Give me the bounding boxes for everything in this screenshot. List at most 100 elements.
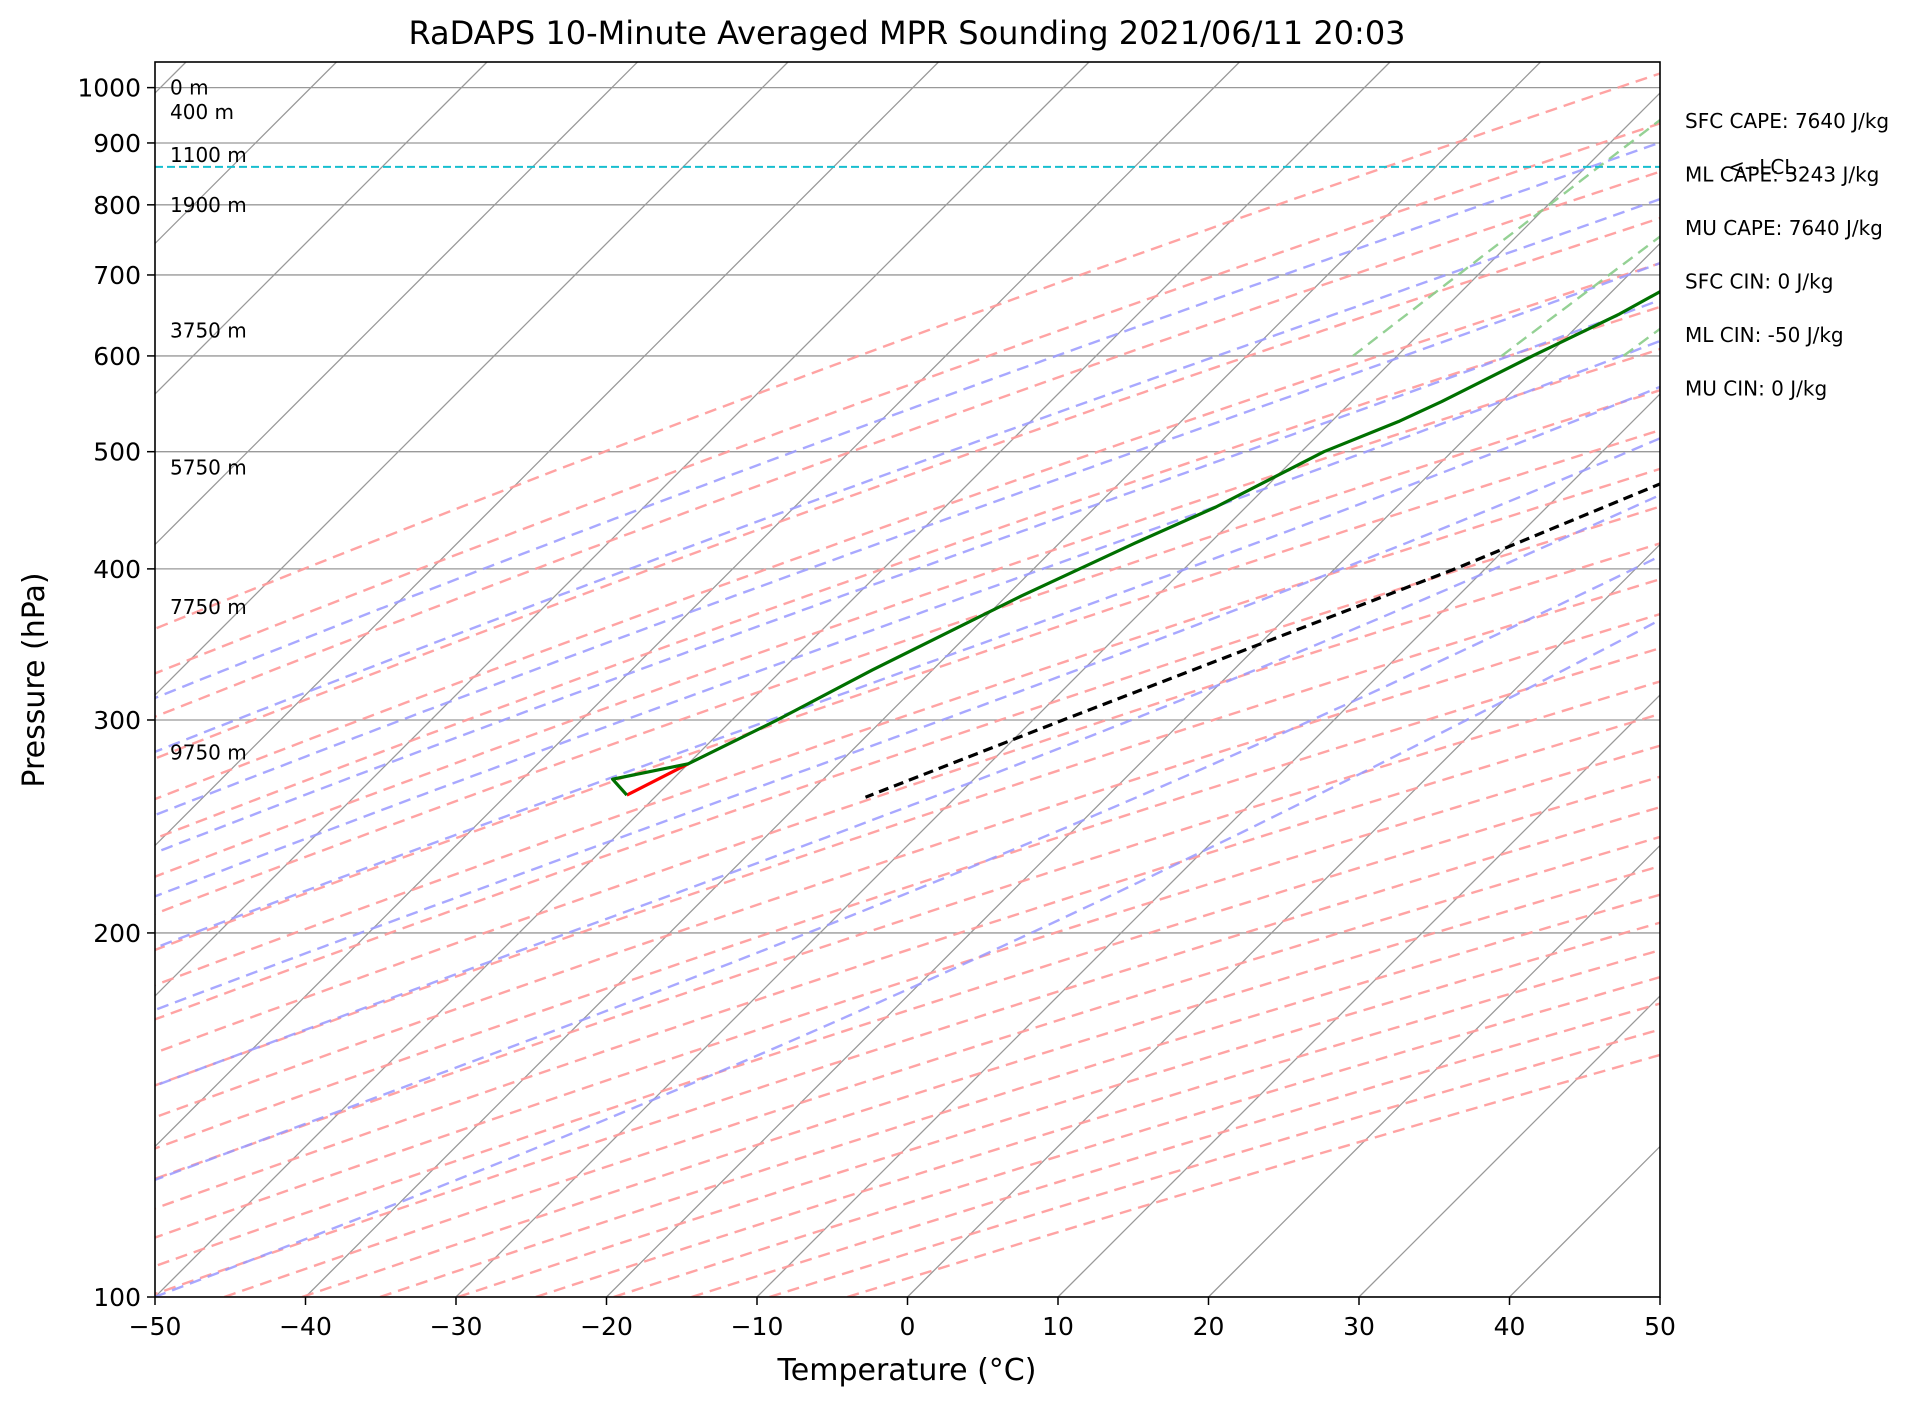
index-text: MU CIN: 0 J/kg <box>1685 377 1827 401</box>
mixing-ratio-line <box>1622 327 1660 357</box>
dry-adiabat-line <box>155 505 1660 1021</box>
y-tick-label: 300 <box>93 706 141 735</box>
x-tick-label: −20 <box>580 1312 633 1341</box>
mixing-ratio-line <box>1799 62 1925 356</box>
lcl-label: <--LCL <box>1728 155 1796 179</box>
moist-adiabat-line <box>155 554 1660 1182</box>
dry-adiabat-line <box>155 542 1660 1055</box>
x-tick-label: −50 <box>129 1312 182 1341</box>
y-tick-label: 700 <box>93 261 141 290</box>
index-text: MU CAPE: 7640 J/kg <box>1685 216 1883 240</box>
dry-adiabat-line <box>155 680 1660 1181</box>
x-tick-label: 0 <box>900 1312 916 1341</box>
x-tick-label: 10 <box>1042 1312 1074 1341</box>
height-label: 400 m <box>170 100 234 124</box>
dry-adiabat-line <box>155 305 1660 840</box>
isotherm-line <box>155 62 1391 1297</box>
index-text: SFC CAPE: 7640 J/kg <box>1685 109 1889 133</box>
dry-adiabat-line <box>155 612 1660 1119</box>
isotherm-line <box>155 62 638 546</box>
dry-adiabat-line <box>155 712 1660 1210</box>
dry-adiabat-line <box>155 262 1660 801</box>
height-label: 1900 m <box>170 193 247 217</box>
dewpoint-trace <box>611 289 1660 797</box>
y-tick-label: 200 <box>93 919 141 948</box>
isotherm-line <box>155 62 939 847</box>
y-axis-label: Pressure (hPa) <box>17 572 52 787</box>
dry-adiabat-line <box>155 347 1660 878</box>
moist-adiabat-line <box>155 261 1660 817</box>
isotherm-line <box>1659 1296 1660 1297</box>
isotherm-line <box>455 92 1660 1297</box>
x-tick-label: −10 <box>731 1312 784 1341</box>
dry-adiabat-line <box>155 467 1660 987</box>
dry-adiabat-line <box>301 864 1660 1297</box>
dry-adiabat-line <box>155 744 1660 1239</box>
moist-adiabat-line <box>155 437 1660 1012</box>
index-text: ML CAPE: 3243 J/kg <box>1685 163 1879 187</box>
isotherm-line <box>1358 995 1660 1297</box>
dry-adiabat-line <box>155 646 1660 1150</box>
y-tick-label: 900 <box>93 129 141 158</box>
axes: −50 −40 −30 −20 −10 0 10 20 30 40 50 100 200 300 400 50… <box>77 74 1676 1341</box>
y-tick-label: 400 <box>93 555 141 584</box>
x-tick-label: 30 <box>1343 1312 1375 1341</box>
dry-adiabat-line <box>155 577 1660 1087</box>
dry-adiabat-line <box>691 1002 1660 1297</box>
height-label: 3750 m <box>170 318 247 342</box>
y-tick-label: 800 <box>93 191 141 220</box>
mixing-ratio-line <box>1699 62 1925 356</box>
y-tick-label: 1000 <box>77 74 141 103</box>
dry-adiabat-line <box>155 72 1660 631</box>
height-label: 9750 m <box>170 740 247 764</box>
y-tick-label: 600 <box>93 342 141 371</box>
isotherm-line <box>1057 694 1660 1297</box>
height-label: 1100 m <box>170 143 247 167</box>
x-tick-label: −40 <box>279 1312 332 1341</box>
isotherm-line <box>155 62 488 395</box>
height-label: 7750 m <box>170 595 247 619</box>
x-tick-label: 20 <box>1193 1312 1225 1341</box>
y-tick-label: 500 <box>93 438 141 467</box>
mixing-ratio-line <box>1895 62 1925 356</box>
dry-adiabat-line <box>457 921 1660 1297</box>
x-tick-label: 50 <box>1644 1312 1676 1341</box>
dry-adiabat-line <box>155 805 1660 1296</box>
sounding-traces <box>155 165 1660 799</box>
isotherm-line <box>155 62 789 696</box>
height-label: 0 m <box>170 76 209 100</box>
dry-adiabat-line <box>613 975 1660 1297</box>
x-tick-label: 40 <box>1494 1312 1526 1341</box>
dry-adiabat-line <box>155 216 1660 760</box>
chart-title: RaDAPS 10-Minute Averaged MPR Sounding 2… <box>408 14 1405 52</box>
isotherm-line <box>756 393 1660 1297</box>
moist-adiabat-line <box>155 493 1660 1088</box>
x-tick-label: −30 <box>430 1312 483 1341</box>
height-label: 5750 m <box>170 456 247 480</box>
isotherm-line <box>1811 62 1925 1297</box>
moist-adiabat-line <box>155 618 1660 1297</box>
isotherm-line <box>907 543 1660 1297</box>
moist-adiabat-line <box>155 197 1660 754</box>
dry-adiabat-line <box>155 389 1660 916</box>
isotherm-line <box>1208 844 1660 1297</box>
isotherm-line <box>305 62 1541 1297</box>
isotherm-line <box>155 62 1090 997</box>
index-text: SFC CIN: 0 J/kg <box>1685 270 1833 294</box>
isotherm-line <box>606 242 1660 1297</box>
moist-adiabat-line <box>155 339 1660 898</box>
mixing-ratio-line <box>1352 118 1660 357</box>
dry-adiabat-line <box>155 428 1660 952</box>
parcel-trace <box>864 482 1660 799</box>
y-tick-label: 100 <box>93 1283 141 1312</box>
moist-adiabat-line <box>155 385 1660 950</box>
mixing-ratio-line <box>1500 235 1660 357</box>
dry-adiabat-line <box>223 835 1660 1297</box>
moist-adiabat-line <box>155 298 1660 855</box>
dry-adiabat-line <box>155 122 1660 675</box>
dry-adiabat-line <box>155 170 1660 719</box>
dry-adiabat-line <box>155 775 1660 1268</box>
temperature-trace-top <box>626 762 689 797</box>
